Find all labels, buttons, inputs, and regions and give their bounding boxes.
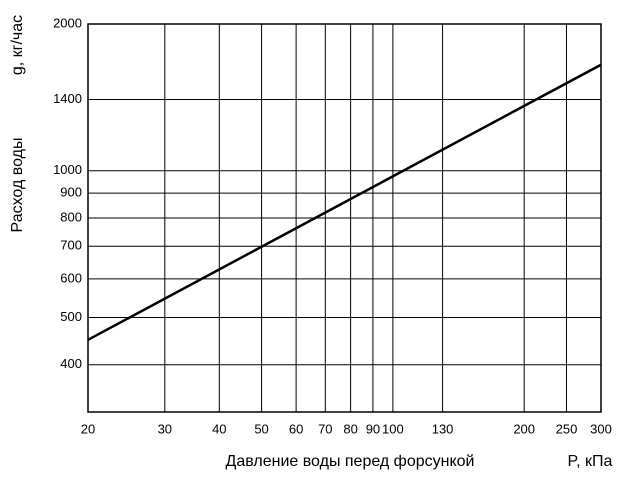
y-tick-label: 2000 [53, 15, 82, 30]
y-tick-label: 600 [60, 270, 82, 285]
x-tick-label: 250 [556, 421, 578, 436]
data-line [87, 63, 602, 341]
x-tick-label: 50 [254, 421, 268, 436]
x-tick-label: 80 [343, 421, 357, 436]
x-axis-label: Давление воды перед форсункой [226, 453, 475, 470]
x-tick-label: 70 [318, 421, 332, 436]
y-axis-unit: g, кг/час [9, 15, 26, 75]
x-tick-label: 90 [366, 421, 380, 436]
x-tick-label: 200 [513, 421, 535, 436]
x-tick-label: 130 [432, 421, 454, 436]
y-tick-label: 400 [60, 356, 82, 371]
x-tick-label: 30 [158, 421, 172, 436]
y-tick-label: 900 [60, 185, 82, 200]
x-tick-label: 40 [212, 421, 226, 436]
y-tick-label: 800 [60, 209, 82, 224]
x-tick-label: 20 [81, 421, 95, 436]
x-tick-label: 300 [590, 421, 612, 436]
y-tick-label: 1000 [53, 162, 82, 177]
y-tick-label: 700 [60, 238, 82, 253]
x-tick-label: 60 [289, 421, 303, 436]
y-axis-label: Расход воды [9, 138, 26, 233]
x-axis-unit: P, кПа [568, 453, 613, 470]
x-tick-label: 100 [382, 421, 404, 436]
y-tick-label: 1400 [53, 91, 82, 106]
y-tick-label: 500 [60, 309, 82, 324]
